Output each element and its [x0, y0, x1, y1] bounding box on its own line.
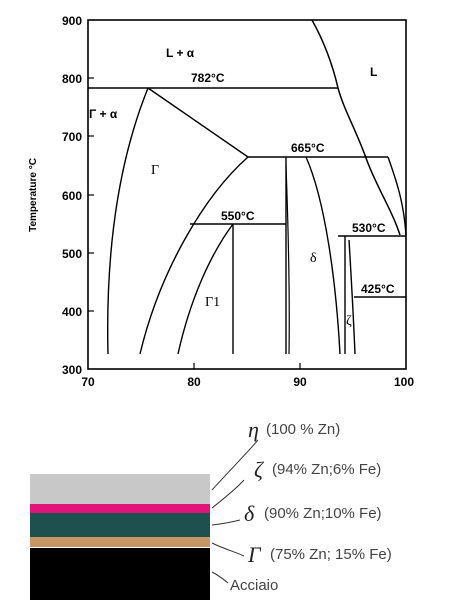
- legend-leader-lines: [211, 439, 259, 584]
- delta-right-boundary: [305, 156, 341, 355]
- x-tick-labels: 70 80 90 100: [81, 375, 414, 389]
- plot-area: L + α L Γ + α Γ Γ1 δ ζ 782°C 665°C 550°C…: [28, 14, 414, 389]
- plot-frame: [87, 19, 407, 370]
- y-tick-label: 900: [62, 14, 82, 28]
- layer-delta: [30, 513, 210, 537]
- legend-text-zeta: (94% Zn;6% Fe): [272, 461, 381, 478]
- y-tick-labels: 900 800 700 600 500 400 300: [62, 14, 82, 377]
- y-tick-label: 700: [62, 130, 82, 144]
- isotherm-label-665: 665°C: [291, 141, 325, 155]
- region-label-liquid: L: [370, 65, 377, 79]
- legend-text-delta: (90% Zn;10% Fe): [264, 505, 382, 522]
- y-axis-label: Temperature °C: [28, 158, 39, 232]
- y-tick-label: 600: [62, 189, 82, 203]
- y-tick-label: 800: [62, 72, 82, 86]
- liquid-delta-boundary: [387, 156, 407, 236]
- gamma-upper-boundary: [147, 87, 249, 158]
- x-tick-label: 100: [394, 375, 414, 389]
- legend-steel-label: Acciaio: [230, 577, 278, 594]
- legend-symbol-gamma: Γ: [247, 542, 262, 567]
- layer-steel: [30, 548, 210, 600]
- region-label-gamma-alpha: Γ + α: [89, 107, 118, 121]
- legend-text-eta: (100 % Zn): [266, 421, 340, 438]
- region-label-gamma: Γ: [151, 163, 159, 178]
- coating-legend: η (100 % Zn) ζ (94% Zn;6% Fe) δ (90% Zn;…: [30, 417, 392, 600]
- region-label-gamma1: Γ1: [205, 295, 220, 310]
- region-label-delta: δ: [310, 251, 317, 266]
- isotherm-label-550: 550°C: [221, 209, 255, 223]
- liquidus-curve: [311, 19, 401, 236]
- axis-ticks: [88, 77, 301, 369]
- legend-symbol-eta: η: [248, 417, 259, 442]
- layer-gamma: [30, 537, 210, 547]
- gamma1-left-boundary: [177, 223, 234, 355]
- zeta-right-boundary: [348, 239, 356, 355]
- legend-symbol-delta: δ: [244, 501, 255, 526]
- isotherm-label-425: 425°C: [361, 282, 395, 296]
- region-label-zeta: ζ: [346, 314, 352, 329]
- y-tick-label: 400: [62, 305, 82, 319]
- isotherm-label-530: 530°C: [352, 221, 386, 235]
- isotherm-label-782: 782°C: [191, 71, 225, 85]
- y-tick-label: 300: [62, 363, 82, 377]
- delta-left-boundary-b: [285, 164, 290, 355]
- layer-zeta: [30, 504, 210, 513]
- gamma-right-boundary: [139, 156, 249, 355]
- legend-symbol-zeta: ζ: [254, 457, 265, 482]
- legend-text-gamma: (75% Zn; 15% Fe): [270, 546, 392, 563]
- gamma-alpha-boundary: [107, 87, 149, 355]
- layer-eta: [30, 474, 210, 504]
- x-tick-label: 80: [187, 375, 201, 389]
- y-tick-label: 500: [62, 247, 82, 261]
- region-label-l-alpha: L + α: [166, 46, 195, 60]
- x-tick-label: 70: [81, 375, 95, 389]
- x-tick-label: 90: [293, 375, 307, 389]
